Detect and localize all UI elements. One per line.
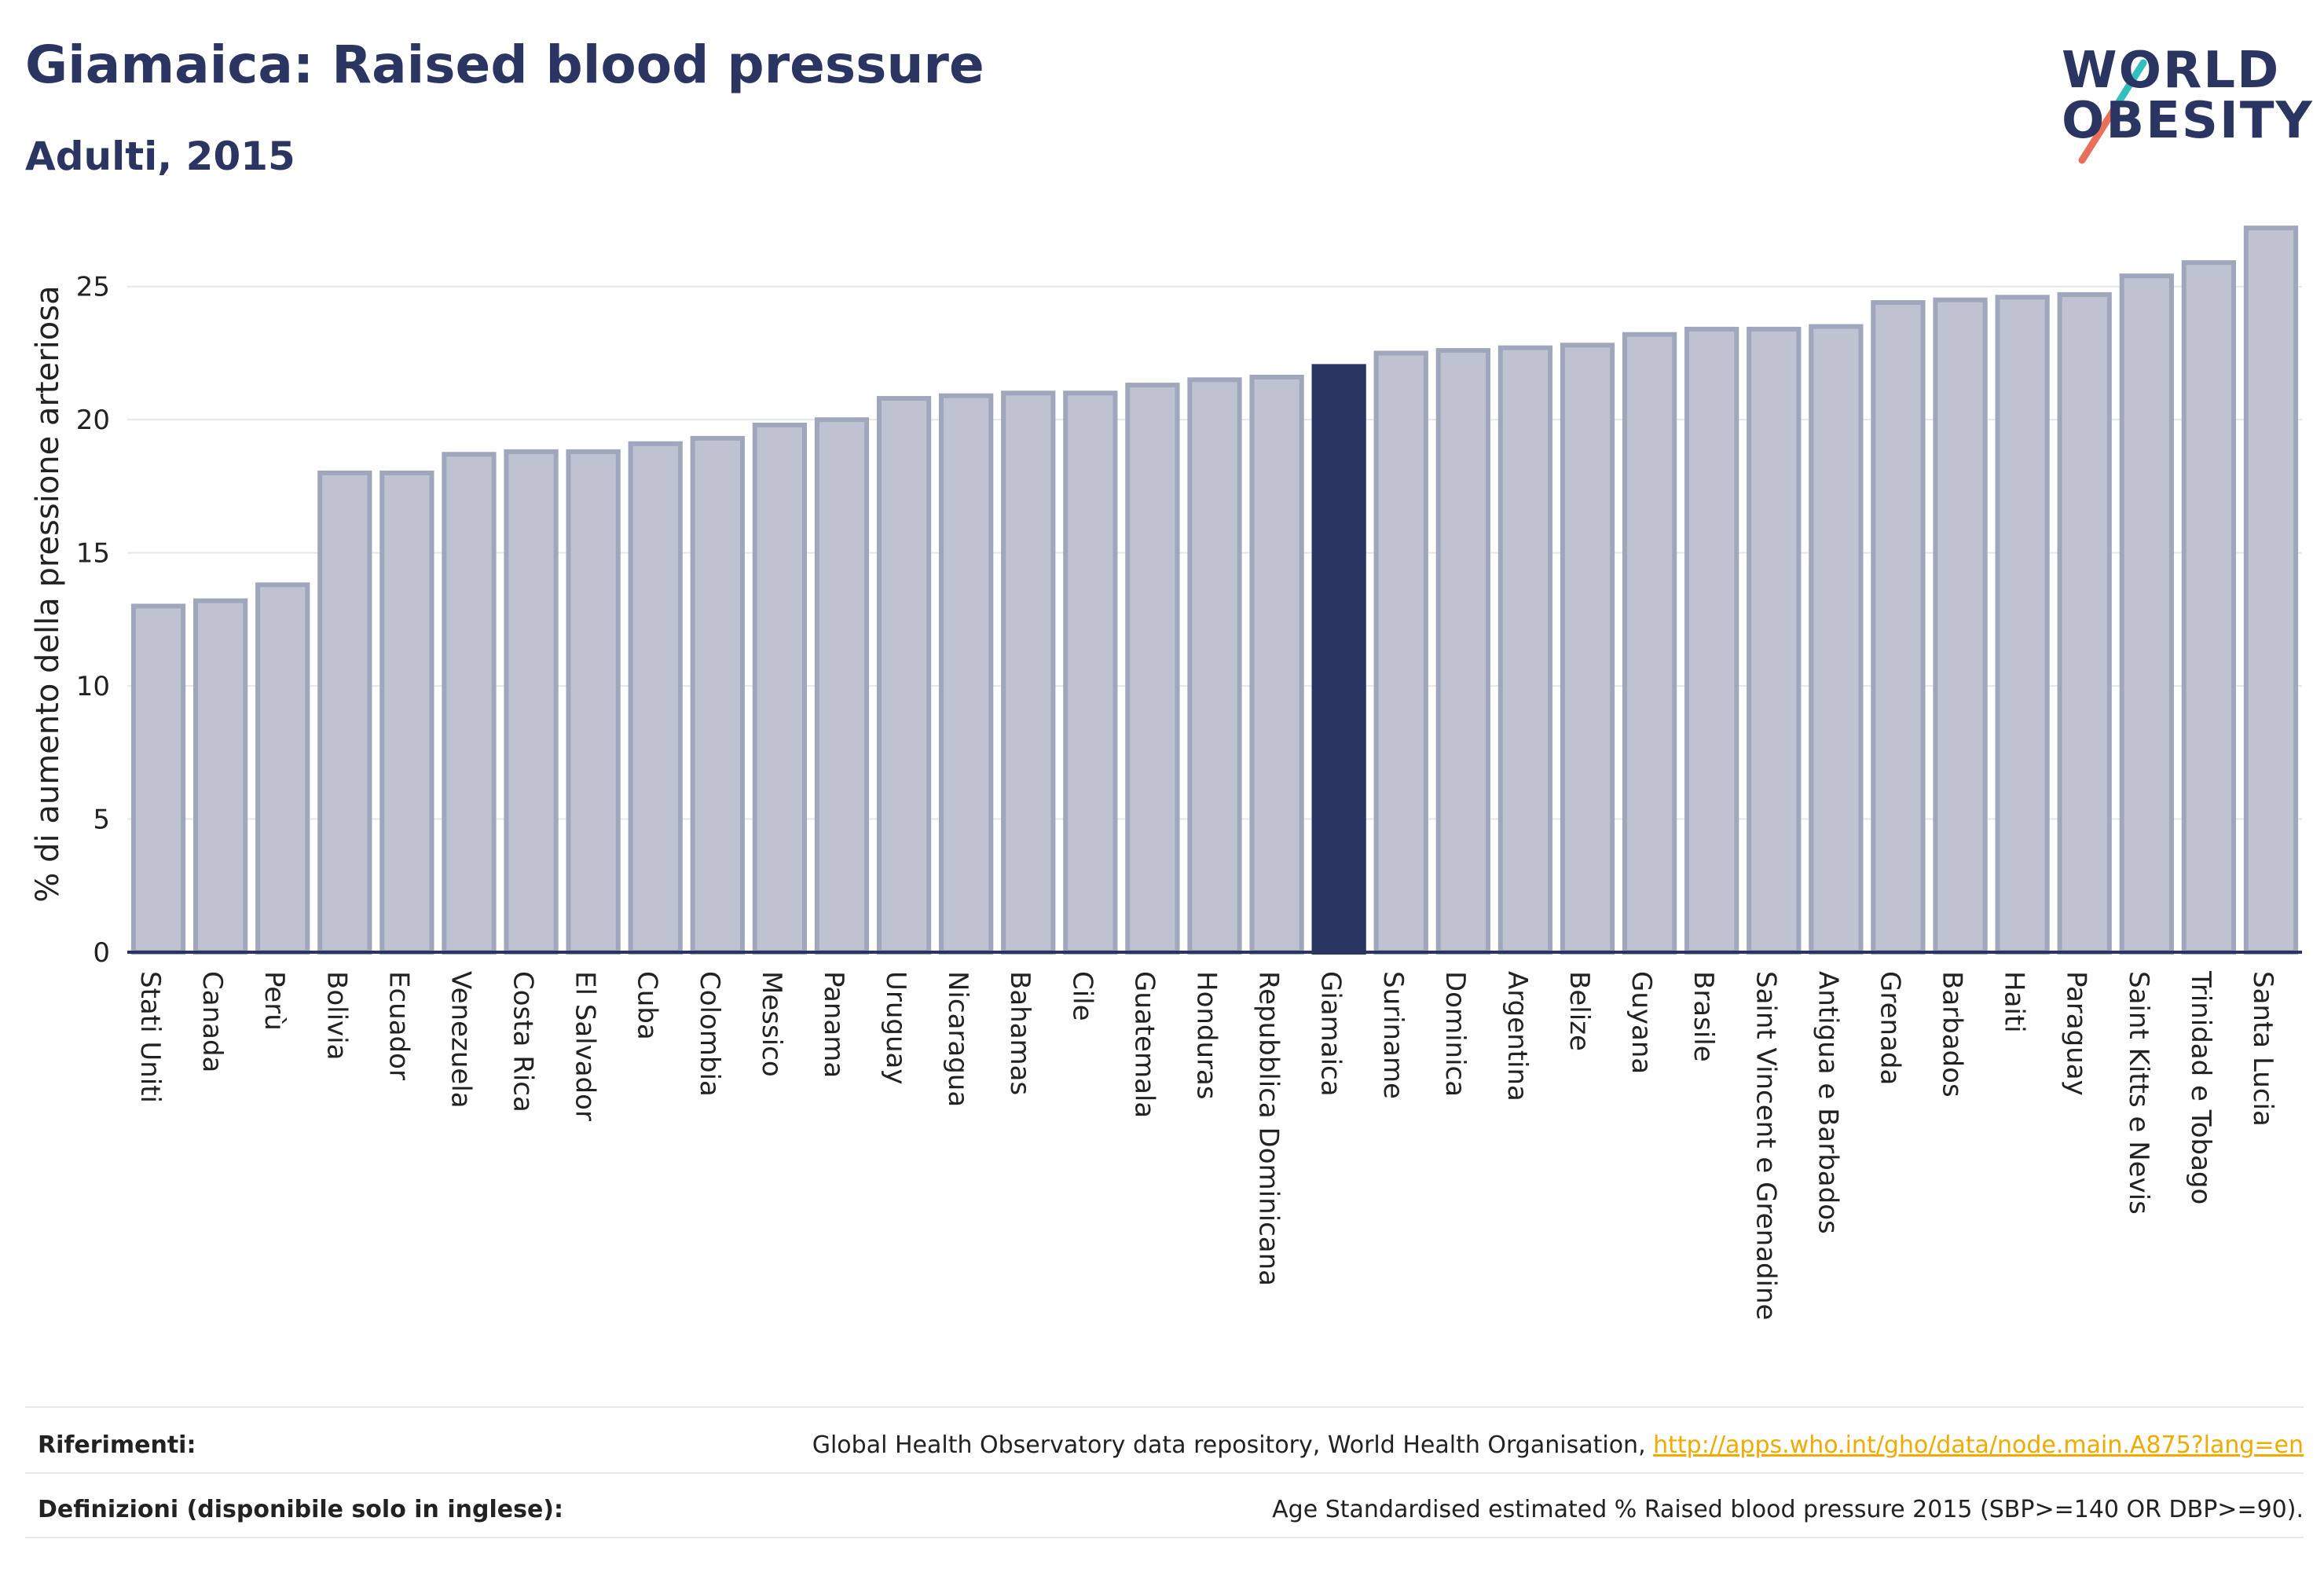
bar: [130, 603, 186, 955]
chart-title: Giamaica: Raised blood pressure: [25, 35, 984, 95]
x-tick-label: Bahamas: [1004, 971, 1036, 1095]
x-tick-label: Stati Uniti: [134, 971, 166, 1103]
x-tick-label: Antigua e Barbados: [1812, 971, 1843, 1234]
bar: [192, 598, 248, 955]
bar: [255, 582, 310, 955]
x-tick-label: Grenada: [1874, 971, 1905, 1085]
bar: [690, 435, 745, 955]
chart-subtitle: Adulti, 2015: [25, 134, 295, 179]
bar: [1871, 300, 1926, 955]
bar: [1249, 374, 1304, 955]
x-tick-label: Bolivia: [321, 971, 352, 1060]
footer-divider: [25, 1472, 2304, 1474]
bar: [566, 449, 621, 955]
x-tick-label: Guatemala: [1128, 971, 1160, 1118]
references-value: Global Health Observatory data repositor…: [812, 1431, 2304, 1459]
x-tick-label: Saint Vincent e Grenadine: [1750, 971, 1781, 1320]
y-tick-label: 5: [93, 804, 110, 836]
x-tick-label: El Salvador: [570, 971, 601, 1121]
footer-divider: [25, 1406, 2304, 1408]
references-link[interactable]: http://apps.who.int/gho/data/node.main.A…: [1653, 1431, 2304, 1459]
bar: [442, 452, 497, 955]
x-tick-label: Giamaica: [1315, 971, 1347, 1097]
x-tick-label: Nicaragua: [942, 971, 973, 1107]
x-tick-label: Santa Lucia: [2247, 971, 2278, 1127]
bar: [2243, 225, 2299, 955]
bar: [1560, 343, 1615, 955]
x-tick-label: Paraguay: [2061, 971, 2092, 1096]
bar: [876, 396, 932, 955]
y-axis-label: % di aumento della pressione arteriosa: [30, 285, 66, 902]
x-tick-label: Cuba: [632, 971, 663, 1040]
bar: [1684, 326, 1739, 955]
x-tick-label: Trinidad e Tobago: [2185, 970, 2216, 1204]
bar: [939, 393, 994, 955]
bar: [1809, 324, 1864, 955]
bar: [1622, 332, 1677, 955]
bar: [1063, 390, 1118, 955]
x-tick-label: Messico: [756, 971, 787, 1077]
y-tick-label: 15: [76, 538, 110, 570]
bar: [1995, 295, 2050, 955]
bar: [1373, 350, 1428, 955]
bar: [1001, 390, 1056, 955]
x-tick-label: Repubblica Dominicana: [1253, 971, 1285, 1286]
x-tick-label: Guyana: [1626, 971, 1657, 1074]
bar: [1125, 383, 1180, 955]
bar: [814, 417, 870, 955]
logo-slash-icon: [2078, 59, 2147, 164]
logo-line1: WORLD: [2062, 42, 2281, 100]
x-tick-label: Canada: [196, 971, 228, 1072]
bar: [1497, 345, 1553, 955]
references-label: Riferimenti:: [38, 1431, 196, 1459]
bar-chart: 0 5 10 15 20 25 % di aumento della pressione a…: [30, 225, 2302, 1320]
x-tick-label: Argentina: [1501, 971, 1533, 1101]
bar: [1747, 326, 1802, 955]
x-tick-label: Panama: [818, 971, 849, 1078]
bar: [628, 441, 683, 955]
x-tick-label: Costa Rica: [508, 971, 539, 1112]
bar: [1435, 348, 1490, 955]
y-tick-label: 25: [76, 272, 110, 303]
y-tick-label: 10: [76, 671, 110, 702]
definitions-value: Age Standardised estimated % Raised bloo…: [1272, 1496, 2304, 1523]
x-tick-label: Belize: [1563, 971, 1595, 1051]
x-tick-label: Uruguay: [880, 971, 911, 1085]
bar: [752, 422, 808, 955]
logo-line2: OBESITY: [2062, 92, 2314, 150]
y-tick-label: 0: [93, 937, 110, 969]
bar: [1311, 364, 1366, 955]
x-tick-label: Colombia: [694, 971, 725, 1097]
x-tick-label: Saint Kitts e Nevis: [2123, 971, 2154, 1215]
bar: [2057, 291, 2112, 955]
bar: [379, 470, 434, 955]
bar: [1187, 377, 1242, 955]
x-tick-label: Barbados: [1937, 971, 1968, 1098]
world-obesity-logo: WORLD OBESITY: [2051, 28, 2312, 170]
bar: [317, 470, 372, 955]
x-tick-label: Brasile: [1688, 971, 1719, 1062]
references-text: Global Health Observatory data repositor…: [812, 1431, 1654, 1459]
x-tick-label: Perù: [258, 971, 290, 1031]
x-tick-label: Dominica: [1439, 971, 1471, 1097]
x-tick-label: Suriname: [1377, 971, 1409, 1099]
x-tick-label: Haiti: [1999, 971, 2030, 1033]
definitions-label: Definizioni (disponibile solo in inglese…: [38, 1496, 563, 1523]
x-tick-label: Cile: [1066, 971, 1098, 1021]
bar: [1933, 297, 1988, 955]
x-tick-label: Honduras: [1191, 971, 1222, 1100]
x-tick-label: Venezuela: [445, 971, 476, 1109]
bar: [2119, 273, 2174, 955]
bar: [2181, 260, 2237, 955]
y-tick-label: 20: [76, 405, 110, 436]
footer-divider: [25, 1537, 2304, 1538]
bar: [504, 449, 559, 955]
definitions-row: Definizioni (disponibile solo in inglese…: [25, 1479, 2304, 1541]
x-tick-label: Ecuador: [383, 971, 414, 1080]
references-row: Riferimenti: Global Health Observatory d…: [25, 1414, 2304, 1477]
